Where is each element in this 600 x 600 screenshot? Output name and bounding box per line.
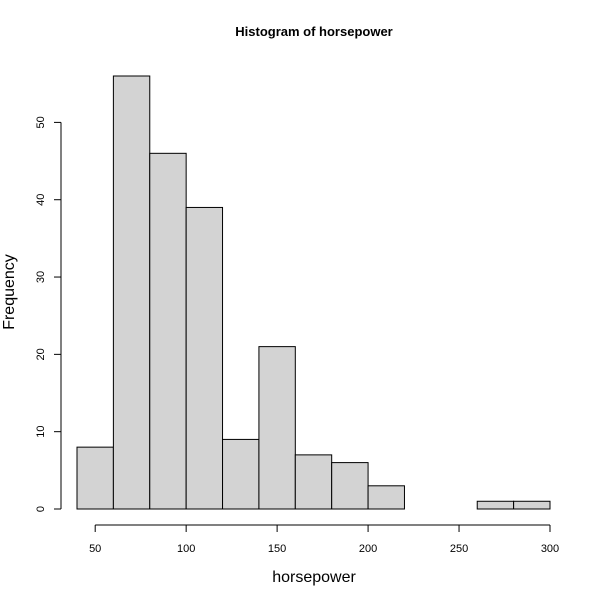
- histogram-bar: [149, 152, 187, 510]
- y-tick-label: 10: [35, 426, 47, 438]
- histogram-bar: [476, 500, 515, 510]
- y-tick-label: 0: [35, 506, 47, 512]
- histogram-bar: [367, 485, 405, 510]
- bars-group: [76, 75, 551, 510]
- histogram-bar: [294, 454, 333, 510]
- x-tick-label: 50: [89, 543, 101, 555]
- x-tick-label: 200: [359, 543, 377, 555]
- histogram-bar: [112, 75, 151, 510]
- x-axis-label: horsepower: [272, 569, 356, 586]
- y-tick-label: 40: [35, 194, 47, 206]
- histogram-bar: [185, 206, 224, 510]
- histogram-bar: [222, 438, 260, 510]
- y-axis: 0 10 20 30 40 50: [35, 116, 62, 512]
- chart-title: Histogram of horsepower: [235, 24, 392, 39]
- x-tick-label: 300: [541, 543, 559, 555]
- y-axis-label: Frequency: [1, 254, 18, 330]
- x-tick-label: 250: [450, 543, 468, 555]
- y-tick-label: 30: [35, 271, 47, 283]
- histogram-bar: [76, 446, 114, 510]
- y-tick-label: 50: [35, 116, 47, 128]
- x-tick-label: 150: [268, 543, 286, 555]
- histogram-bar: [513, 500, 551, 510]
- y-tick-label: 20: [35, 348, 47, 360]
- x-axis: 50 100 150 200 250 300: [89, 524, 559, 555]
- histogram-bar: [331, 462, 369, 510]
- histogram-bar: [258, 346, 296, 510]
- x-tick-label: 100: [177, 543, 195, 555]
